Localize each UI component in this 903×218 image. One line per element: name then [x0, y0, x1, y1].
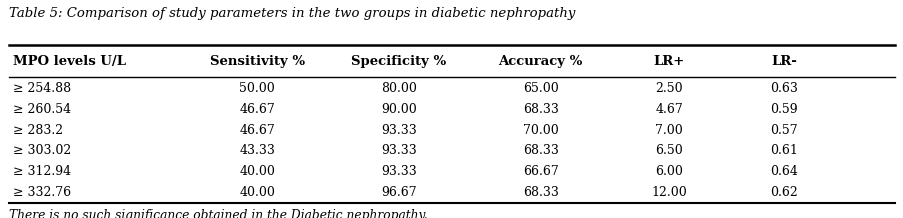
- Text: ≥ 303.02: ≥ 303.02: [13, 145, 70, 157]
- Text: 0.62: 0.62: [769, 186, 797, 199]
- Text: 4.67: 4.67: [655, 103, 682, 116]
- Text: There is no such significance obtained in the Diabetic nephropathy.: There is no such significance obtained i…: [9, 209, 427, 218]
- Text: Specificity %: Specificity %: [351, 55, 446, 68]
- Text: 90.00: 90.00: [380, 103, 416, 116]
- Text: 43.33: 43.33: [239, 145, 275, 157]
- Text: 68.33: 68.33: [522, 186, 558, 199]
- Text: MPO levels U/L: MPO levels U/L: [13, 55, 126, 68]
- Text: 68.33: 68.33: [522, 103, 558, 116]
- Text: 2.50: 2.50: [655, 82, 682, 95]
- Text: LR+: LR+: [653, 55, 684, 68]
- Text: 6.00: 6.00: [655, 165, 683, 178]
- Text: ≥ 260.54: ≥ 260.54: [13, 103, 70, 116]
- Text: 65.00: 65.00: [522, 82, 558, 95]
- Text: 7.00: 7.00: [655, 124, 682, 137]
- Text: 46.67: 46.67: [239, 103, 275, 116]
- Text: 66.67: 66.67: [522, 165, 558, 178]
- Text: Table 5: Comparison of study parameters in the two groups in diabetic nephropath: Table 5: Comparison of study parameters …: [9, 7, 575, 20]
- Text: Sensitivity %: Sensitivity %: [209, 55, 304, 68]
- Text: ≥ 312.94: ≥ 312.94: [13, 165, 70, 178]
- Text: 40.00: 40.00: [239, 186, 275, 199]
- Text: 0.64: 0.64: [769, 165, 797, 178]
- Text: LR-: LR-: [770, 55, 796, 68]
- Text: 50.00: 50.00: [239, 82, 275, 95]
- Text: 93.33: 93.33: [380, 165, 416, 178]
- Text: 80.00: 80.00: [380, 82, 416, 95]
- Text: 0.63: 0.63: [769, 82, 797, 95]
- Text: 0.57: 0.57: [769, 124, 797, 137]
- Text: ≥ 254.88: ≥ 254.88: [13, 82, 70, 95]
- Text: 46.67: 46.67: [239, 124, 275, 137]
- Text: Accuracy %: Accuracy %: [498, 55, 582, 68]
- Text: 68.33: 68.33: [522, 145, 558, 157]
- Text: ≥ 283.2: ≥ 283.2: [13, 124, 62, 137]
- Text: 93.33: 93.33: [380, 145, 416, 157]
- Text: 6.50: 6.50: [655, 145, 682, 157]
- Text: ≥ 332.76: ≥ 332.76: [13, 186, 70, 199]
- Text: 0.61: 0.61: [769, 145, 797, 157]
- Text: 40.00: 40.00: [239, 165, 275, 178]
- Text: 0.59: 0.59: [769, 103, 797, 116]
- Text: 70.00: 70.00: [522, 124, 558, 137]
- Text: 96.67: 96.67: [380, 186, 416, 199]
- Text: 12.00: 12.00: [650, 186, 686, 199]
- Text: 93.33: 93.33: [380, 124, 416, 137]
